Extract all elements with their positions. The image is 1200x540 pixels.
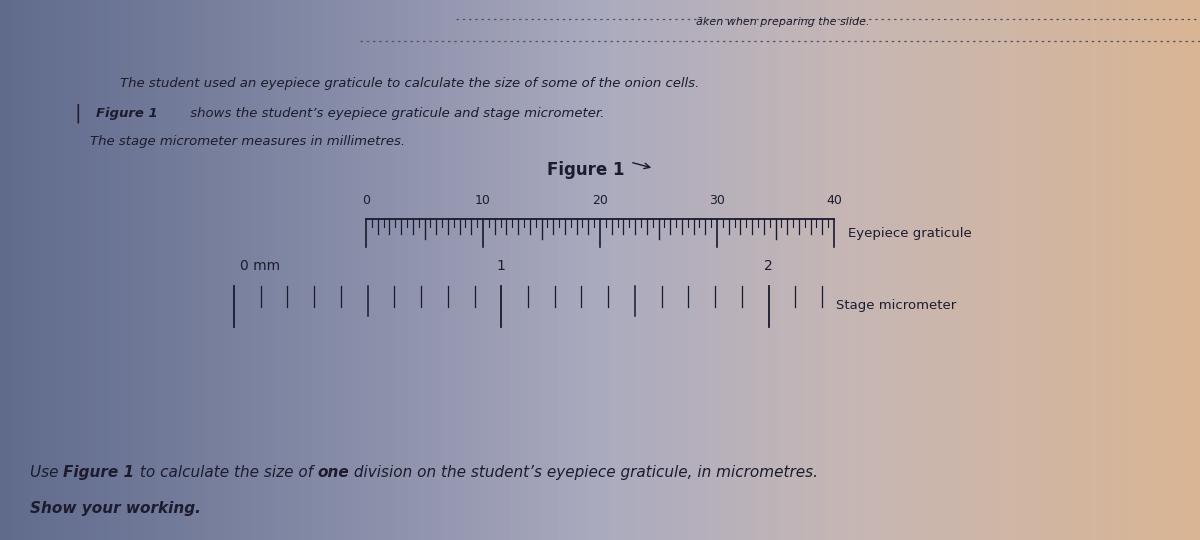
Text: The student used an eyepiece graticule to calculate the size of some of the onio: The student used an eyepiece graticule t… <box>120 77 700 90</box>
Text: to calculate the size of: to calculate the size of <box>134 465 318 480</box>
Text: Eyepiece graticule: Eyepiece graticule <box>848 227 972 240</box>
Text: 1: 1 <box>497 259 505 273</box>
Text: Figure 1: Figure 1 <box>96 107 157 120</box>
Text: 20: 20 <box>592 194 608 207</box>
Text: 2: 2 <box>764 259 773 273</box>
Text: |: | <box>74 104 82 123</box>
Text: 0: 0 <box>362 194 370 207</box>
Text: 30: 30 <box>709 194 725 207</box>
Text: āken when preparing the slide.: āken when preparing the slide. <box>696 17 870 26</box>
Text: 40: 40 <box>826 194 842 207</box>
Text: The stage micrometer measures in millimetres.: The stage micrometer measures in millime… <box>90 135 406 148</box>
Text: division on the student’s eyepiece graticule, in micrometres.: division on the student’s eyepiece grati… <box>349 465 818 480</box>
Text: Use: Use <box>30 465 64 480</box>
Text: one: one <box>318 465 349 480</box>
Text: shows the student’s eyepiece graticule and stage micrometer.: shows the student’s eyepiece graticule a… <box>186 107 605 120</box>
Text: Figure 1: Figure 1 <box>64 465 134 480</box>
Text: 0 mm: 0 mm <box>240 259 280 273</box>
Text: Stage micrometer: Stage micrometer <box>836 299 956 312</box>
Text: 10: 10 <box>475 194 491 207</box>
Text: Figure 1: Figure 1 <box>547 161 624 179</box>
Text: Show your working.: Show your working. <box>30 501 200 516</box>
